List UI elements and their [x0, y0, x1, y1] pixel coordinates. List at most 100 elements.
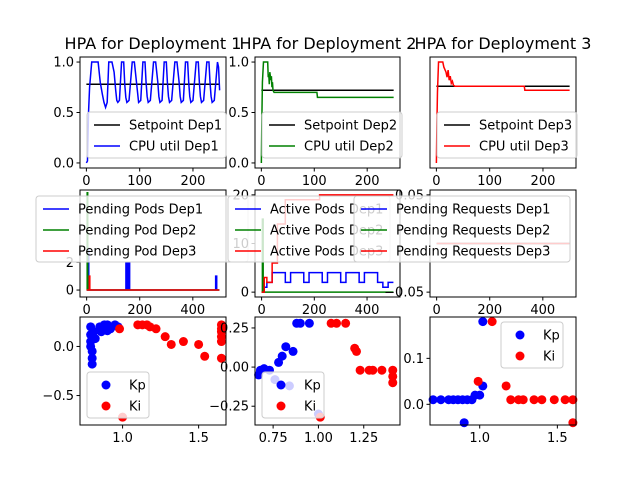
scatter-point-ki	[200, 351, 210, 361]
scatter-point-kp	[295, 318, 305, 328]
scatter-point-ki	[388, 378, 398, 388]
legend-label: Pending Pods Dep1	[78, 203, 203, 218]
scatter-point-ki	[518, 395, 528, 405]
legend-label: Pending Pod Dep2	[78, 224, 196, 239]
y-tick-label: 0.1	[403, 352, 424, 367]
scatter-point-ki	[377, 365, 387, 375]
y-tick-label: 0.0	[228, 156, 249, 171]
panel-title: HPA for Deployment 2	[240, 34, 417, 53]
scatter-point-kp	[428, 395, 438, 405]
scatter-point-ki	[568, 395, 578, 405]
scatter-point-ki	[160, 332, 170, 342]
x-tick-label: 200	[355, 174, 380, 189]
panel-7: 1.0 1.5 0.0 −0.5 Kp Ki	[42, 316, 227, 446]
scatter-point-ki	[487, 317, 497, 327]
scatter-point-ki	[166, 339, 176, 349]
x-tick-label: 1.5	[188, 431, 209, 446]
legend-box	[436, 111, 578, 159]
legend: Setpoint Dep1 CPU util Dep1	[86, 111, 227, 159]
panel-3: 0 100 200 HPA for Deployment 3 Setpoint Dep3…	[415, 34, 592, 189]
legend: Setpoint Dep2 CPU util Dep2	[261, 111, 403, 159]
x-tick-label: 400	[180, 303, 205, 318]
x-tick-label: 400	[355, 303, 380, 318]
legend-label: Kp	[543, 329, 560, 344]
x-tick-label: 1.0	[469, 431, 490, 446]
y-tick-label: 0.0	[53, 156, 74, 171]
scatter-point-kp	[87, 359, 97, 369]
y-tick-label: 0.5	[228, 106, 249, 121]
x-tick-label: 200	[127, 303, 152, 318]
scatter-point-kp	[436, 395, 446, 405]
y-tick-label: 0.0	[53, 340, 74, 355]
scatter-point-ki	[388, 365, 398, 375]
scatter-point-ki	[368, 365, 378, 375]
legend-label: Pending Requests Dep1	[396, 203, 550, 218]
scatter-point-ki	[388, 371, 398, 381]
scatter-point-kp	[87, 346, 97, 356]
legend: Setpoint Dep3 CPU util Dep3	[436, 111, 578, 159]
legend: Kp Ki	[261, 371, 325, 419]
scatter-point-ki	[549, 395, 559, 405]
x-tick-label: 100	[127, 174, 152, 189]
legend: Pending Pods Dep1 Pending Pod Dep2 Pending…	[35, 195, 249, 263]
x-tick-label: 100	[477, 174, 502, 189]
scatter-point-kp	[89, 327, 99, 337]
x-tick-label: 0	[257, 174, 265, 189]
legend-label: CPU util Dep1	[129, 140, 219, 155]
series-line-cpu-util-dep2	[260, 61, 394, 163]
y-tick-label: 1.0	[228, 56, 249, 71]
legend: Kp Ki	[500, 321, 564, 369]
legend-label: CPU util Dep2	[304, 140, 394, 155]
x-tick-label: 200	[181, 174, 206, 189]
x-tick-label: 1.00	[304, 431, 333, 446]
series-line-cpu-util-dep1	[85, 61, 221, 164]
scatter-point-ki	[473, 376, 483, 386]
panel-9: 1.0 1.5 0.1 0.0 Kp Ki	[403, 316, 578, 446]
axes-frame	[254, 316, 401, 426]
scatter-point-kp	[281, 342, 291, 352]
legend: Pending Requests Dep1 Pending Requests De…	[353, 195, 571, 263]
y-tick-label: 0.00	[220, 361, 249, 376]
x-tick-label: 200	[477, 303, 502, 318]
scatter-point-ki	[341, 318, 351, 328]
scatter-point-kp	[304, 318, 314, 328]
legend-label: Pending Requests Dep2	[396, 224, 550, 239]
scatter-point-kp	[288, 346, 298, 356]
y-tick-label: 0	[241, 286, 249, 301]
scatter-point-kp	[475, 390, 485, 400]
legend-label: Setpoint Dep3	[479, 119, 572, 134]
scatter-point-ki	[529, 395, 539, 405]
x-tick-label: 1.25	[349, 431, 378, 446]
scatter-point-ki	[216, 353, 226, 363]
x-tick-label: 1.0	[112, 431, 133, 446]
scatter-point-ki	[501, 381, 511, 391]
x-tick-label: 0	[82, 303, 90, 318]
panel-title: HPA for Deployment 3	[415, 34, 592, 53]
x-tick-label: 0	[82, 174, 90, 189]
legend-label: Ki	[129, 400, 141, 415]
scatter-point-ki	[216, 337, 226, 347]
legend-box	[261, 111, 403, 159]
legend-swatch	[276, 380, 286, 390]
scatter-point-ki	[506, 395, 516, 405]
series-line-pending-pod-dep3	[86, 275, 220, 291]
legend-swatch	[276, 401, 286, 411]
scatter-point-ki	[194, 339, 204, 349]
legend-label: Setpoint Dep2	[304, 119, 397, 134]
x-tick-label: 1.5	[547, 431, 568, 446]
legend-label: Pending Requests Dep3	[396, 245, 550, 260]
scatter-point-ki	[352, 346, 361, 356]
scatter-point-kp	[90, 334, 100, 344]
y-tick-label: −0.25	[209, 400, 249, 415]
x-tick-label: 200	[302, 303, 327, 318]
y-tick-label: −0.05	[384, 286, 424, 301]
y-tick-label: −0.5	[42, 389, 74, 404]
x-tick-label: 0	[432, 303, 440, 318]
legend-swatch	[515, 351, 525, 361]
axes-frame	[429, 316, 577, 426]
x-tick-label: 400	[530, 303, 555, 318]
legend: Kp Ki	[86, 371, 150, 419]
y-tick-label: 0.0	[403, 398, 424, 413]
